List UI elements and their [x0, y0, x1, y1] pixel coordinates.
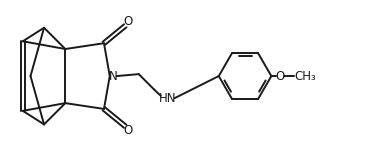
Text: O: O — [124, 15, 133, 28]
Text: CH₃: CH₃ — [294, 70, 316, 83]
Text: O: O — [275, 70, 285, 83]
Text: N: N — [108, 70, 117, 83]
Text: HN: HN — [159, 92, 177, 105]
Text: O: O — [124, 124, 133, 137]
